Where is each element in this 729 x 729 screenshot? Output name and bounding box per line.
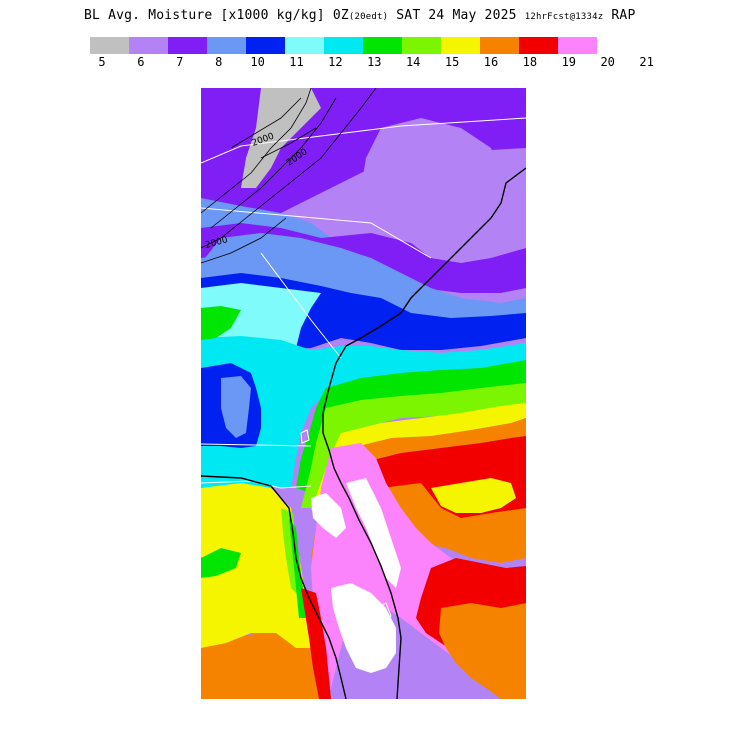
title-forecast: 12hrFcst@1334z: [524, 12, 604, 22]
title-date: SAT 24 May 2025: [388, 8, 525, 23]
state-border: [200, 117, 527, 164]
moisture-region-orange: [381, 483, 526, 563]
legend-tick-label: 19: [561, 55, 577, 69]
coastline: [200, 475, 347, 700]
moisture-region-orange: [201, 633, 319, 699]
legend-tick-labels: 5 6 7 8 10 11 12 13 14 15 16 18 19 20 21: [0, 55, 729, 71]
terrain-contour: [210, 97, 337, 229]
terrain-contour: [200, 87, 377, 249]
terrain-contour: [200, 87, 312, 214]
legend-tick-label: 20: [600, 55, 615, 69]
legend-tick-label: 11: [289, 55, 304, 69]
moisture-map: 2000 2000 2000: [200, 87, 527, 700]
moisture-region-lgreen: [301, 383, 526, 508]
terrain-contour: [200, 217, 287, 264]
moisture-region-orange: [439, 603, 526, 699]
lake-outline: [300, 429, 310, 444]
legend-swatch: [363, 37, 402, 54]
state-border: [200, 207, 432, 259]
legend-tick-label: 10: [250, 55, 265, 69]
state-border: [200, 443, 312, 447]
terrain-contour: [260, 127, 317, 159]
terrain-contour: [230, 97, 302, 149]
moisture-region-red: [301, 588, 331, 699]
moisture-region-white: [311, 493, 346, 538]
legend-swatch: [441, 37, 480, 54]
moisture-region-lblue: [221, 376, 251, 438]
coastline: [322, 167, 527, 700]
moisture-region-cyan: [201, 336, 526, 488]
moisture-region-lav: [361, 118, 501, 238]
legend-swatch: [519, 37, 558, 54]
legend-swatch: [246, 37, 285, 54]
moisture-region-yellow: [201, 568, 246, 600]
legend-tick-label: 21: [639, 55, 654, 69]
legend-tick-label: 7: [176, 55, 184, 69]
legend-tick-label: 13: [367, 55, 382, 69]
state-border: [260, 252, 342, 359]
moisture-region-green: [296, 360, 526, 493]
legend-tick-label: 16: [483, 55, 499, 69]
legend-swatch: [168, 37, 207, 54]
title-main: BL Avg. Moisture [x1000 kg/kg] 0Z: [84, 8, 349, 23]
title-model: RAP: [603, 8, 636, 23]
legend-swatch: [90, 37, 129, 54]
moisture-region-green: [201, 548, 241, 578]
legend-swatch: [480, 37, 519, 54]
map-title: BL Avg. Moisture [x1000 kg/kg] 0Z(20edt)…: [84, 8, 635, 23]
legend-tick-label: 14: [405, 55, 421, 69]
moisture-region-green: [289, 518, 306, 618]
moisture-region-yellow: [431, 478, 516, 513]
legend-swatch: [207, 37, 246, 54]
color-legend: [90, 37, 597, 54]
legend-swatch: [402, 37, 441, 54]
map-canvas: 2000 2000 2000: [200, 87, 527, 700]
legend-tick-label: 5: [98, 55, 106, 69]
legend-tick-label: 12: [328, 55, 343, 69]
legend-tick-label: 15: [444, 55, 460, 69]
title-local-time: (20edt): [348, 12, 389, 22]
legend-swatch: [558, 37, 597, 54]
moisture-fields: [201, 88, 526, 699]
moisture-region-lblue: [201, 233, 526, 328]
moisture-region-white: [346, 478, 401, 588]
legend-tick-label: 8: [215, 55, 223, 69]
lake-outline: [372, 602, 392, 629]
map-outlines: [200, 87, 527, 700]
moisture-region-yellow: [311, 403, 526, 510]
legend-swatch: [129, 37, 168, 54]
legend-tick-label: 6: [137, 55, 145, 69]
legend-tick-label: 18: [522, 55, 538, 69]
legend-swatch: [285, 37, 324, 54]
legend-swatch: [324, 37, 363, 54]
moisture-region-white: [331, 583, 396, 673]
moisture-region-green: [201, 306, 241, 340]
